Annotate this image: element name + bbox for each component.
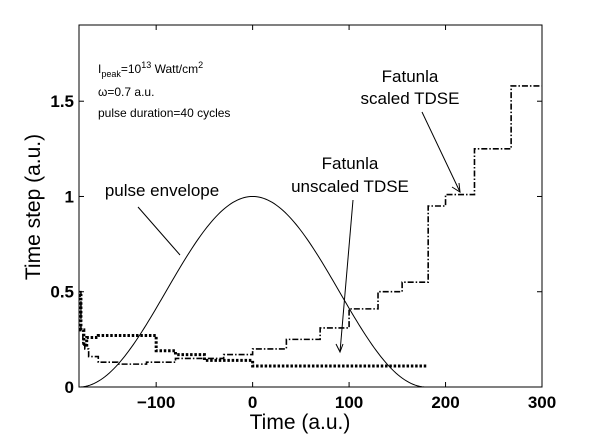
scaled-tdse-arrow [421, 111, 461, 193]
scaled-tdse-timestep-line [79, 85, 542, 365]
scaled-tdse-label-line1: Fatunla [382, 67, 439, 86]
pulse-envelope-arrow [137, 206, 181, 256]
y-tick-label: 1 [65, 187, 74, 206]
y-tick-label: 1.5 [50, 92, 74, 111]
pulse-envelope-line [78, 195, 427, 388]
peak-intensity-label: Ipeak=1013 Watt/cm2 [98, 60, 203, 79]
scaled-tdse-arrowhead [451, 182, 461, 193]
pulse-envelope-label: pulse envelope [105, 181, 219, 200]
series-layer [78, 85, 542, 388]
pulse-duration-label: pulse duration=40 cycles [98, 106, 230, 120]
scaled-tdse-label-line2: scaled TDSE [361, 89, 460, 108]
ticks-layer: −100 0 100 200 300 0 0.5 1 1.5 [50, 25, 556, 412]
x-tick-label: 100 [335, 393, 363, 412]
unscaled-tdse-timestep-line [79, 294, 427, 368]
unscaled-tdse-label-line2: unscaled TDSE [291, 177, 409, 196]
x-tick-label: 200 [431, 393, 459, 412]
y-axis-title: Time step (a.u.) [22, 134, 45, 280]
y-tick-label: 0.5 [50, 283, 74, 302]
x-tick-label: −100 [137, 393, 175, 412]
y-tick-label: 0 [65, 378, 74, 397]
unscaled-tdse-arrowhead [335, 343, 344, 354]
x-tick-label: 300 [528, 393, 556, 412]
frequency-label: ω=0.7 a.u. [98, 85, 154, 99]
unscaled-tdse-label-line1: Fatunla [322, 154, 379, 173]
plot-frame [78, 24, 543, 388]
unscaled-tdse-arrow [339, 199, 354, 353]
x-axis-title: Time (a.u.) [250, 411, 351, 434]
x-tick-label: 0 [248, 393, 257, 412]
